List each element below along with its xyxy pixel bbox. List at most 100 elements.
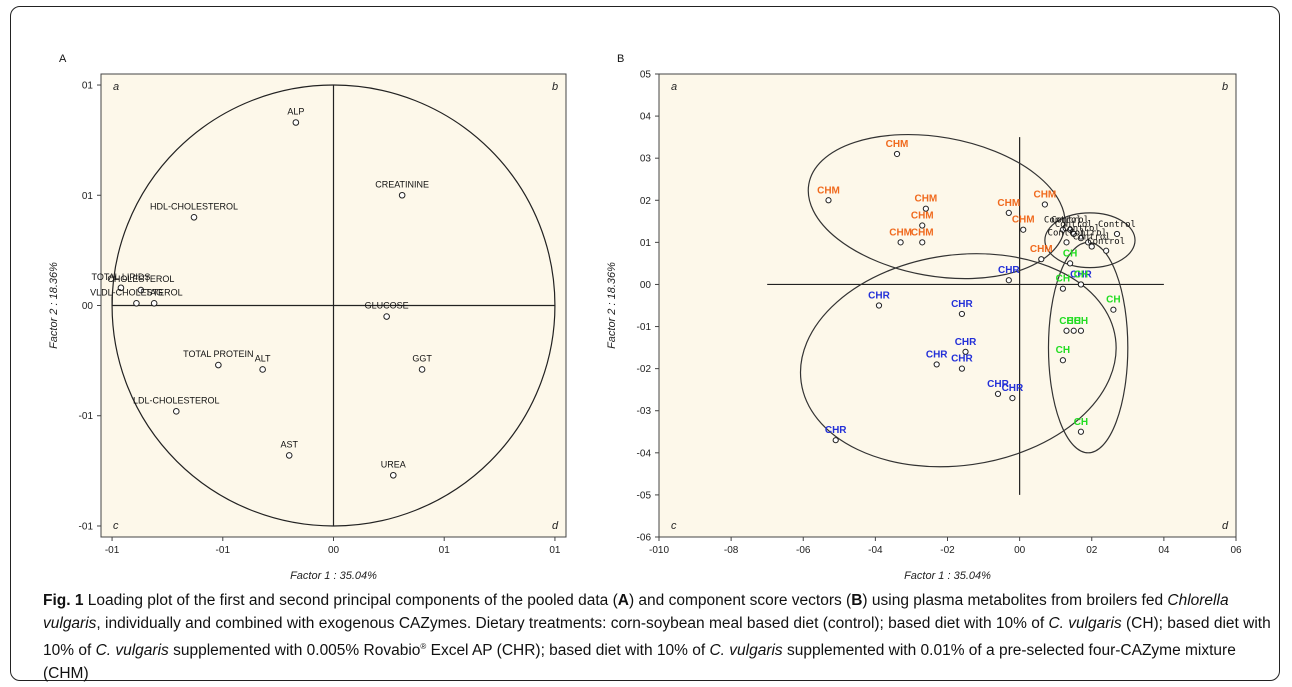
loading-label: TOTAL PROTEIN — [183, 349, 253, 359]
score-point-control — [1113, 230, 1121, 238]
score-label-chr: CHR — [998, 265, 1020, 276]
caption-text: Excel AP (CHR); based diet with 10% of — [426, 642, 710, 660]
score-label-ch: CH — [1063, 248, 1077, 259]
caption-text: supplemented with 0.005% Rovabio — [168, 642, 421, 660]
score-point-chm — [922, 205, 929, 212]
x-tick-label: 00 — [1014, 545, 1026, 556]
x-tick-label: 02 — [1086, 545, 1098, 556]
score-label-control: Control — [1055, 220, 1093, 230]
score-point-chr — [933, 361, 940, 368]
score-point-ch — [1070, 327, 1077, 334]
x-tick-label: 04 — [1158, 545, 1170, 556]
score-point-chr — [962, 348, 969, 355]
x-tick-label: 01 — [439, 545, 451, 556]
x-tick-label: -06 — [796, 545, 811, 556]
caption-fig-label: Fig. 1 — [43, 592, 84, 609]
score-point-chr — [1005, 277, 1012, 284]
group-ellipse-control — [1044, 212, 1136, 269]
score-point-chr — [832, 437, 839, 444]
score-label-chr: CHR — [926, 349, 948, 360]
score-label-control: Control — [1087, 237, 1125, 247]
x-tick-label: -04 — [868, 545, 883, 556]
score-point-control — [1085, 239, 1092, 246]
x-tick-label: 00 — [328, 545, 340, 556]
caption-panel-a: A — [617, 592, 629, 609]
y-tick-label: 02 — [640, 196, 652, 207]
y-axis-label: Factor 2 : 18.36% — [48, 262, 60, 349]
score-point-ch — [1077, 428, 1085, 435]
score-point-chr — [875, 302, 883, 309]
loading-point — [133, 299, 140, 307]
quadrant-label-a: a — [113, 81, 119, 93]
score-point-chm — [825, 197, 832, 204]
caption-text: ) using plasma metabolites from broilers… — [862, 592, 1168, 609]
score-point-ch — [1077, 327, 1085, 334]
loading-label: AST — [280, 439, 298, 449]
caption-text: , individually and combined with exogeno… — [96, 615, 1049, 632]
loading-label: LDL-CHOLESTEROL — [133, 395, 220, 405]
caption-text: (CH); based diet with 10% of — [43, 615, 1271, 660]
score-label-control: Control — [1051, 216, 1089, 226]
score-label-chr: CHR — [951, 354, 973, 365]
quadrant-label-b: b — [1222, 81, 1228, 93]
score-label-control: Control — [1069, 228, 1107, 238]
loading-label: GGT — [412, 353, 432, 363]
loading-point — [389, 471, 397, 479]
group-ellipse-chr — [799, 253, 1117, 468]
y-tick-label: -06 — [637, 533, 652, 544]
score-label-control: Control — [1073, 233, 1111, 243]
loading-point — [150, 299, 158, 307]
score-label-chr: CHR — [868, 291, 890, 302]
loading-label: CREATININE — [375, 179, 429, 189]
y-tick-label: -03 — [637, 406, 652, 417]
figure-caption: Fig. 1 Loading plot of the first and sec… — [43, 589, 1273, 685]
loading-label: VLDL-CHOLESTEROL — [90, 287, 183, 297]
caption-species: Chlorella vulgaris — [43, 592, 1229, 632]
y-axis-label: Factor 2 : 18.36% — [606, 262, 618, 349]
y-tick-label: -02 — [637, 364, 652, 375]
score-point-ch — [1059, 357, 1067, 364]
caption-species: C. vulgaris — [95, 642, 169, 660]
score-point-chr — [958, 365, 966, 372]
y-tick-label: -01 — [79, 521, 94, 532]
score-label-ch: CH — [1074, 417, 1088, 428]
score-point-control — [1063, 239, 1070, 246]
figure-frame: A -01 -01 00 01 01 01 01 00 -01 -01 Factor 1 : 35.0… — [10, 6, 1280, 682]
loading-label: CHOLESTEROL — [107, 274, 174, 284]
y-tick-label: 05 — [640, 70, 652, 81]
caption-species: C. vulgaris — [709, 642, 783, 660]
score-label-chm: CHM — [1012, 215, 1035, 226]
loading-label: UREA — [381, 459, 406, 469]
score-point-ch — [1110, 306, 1117, 313]
score-point-control — [1088, 243, 1095, 250]
x-axis-label: Factor 1 : 35.04% — [904, 570, 991, 582]
x-tick-label: -02 — [940, 545, 955, 556]
score-label-chm: CHM — [886, 139, 909, 150]
y-tick-label: -01 — [79, 411, 94, 422]
score-label-ch: CH — [1106, 295, 1120, 306]
score-label-ch: CH — [1056, 274, 1070, 285]
loading-point — [137, 286, 145, 294]
loading-point — [383, 313, 390, 320]
score-label-chm: CHM — [1030, 244, 1053, 255]
y-tick-label: -05 — [637, 490, 652, 501]
score-point-ch — [1063, 327, 1070, 334]
score-point-chr — [994, 390, 1002, 397]
loading-point — [259, 366, 266, 373]
score-label-chm: CHM — [817, 185, 840, 196]
score-point-control — [1059, 226, 1067, 233]
loading-point — [292, 119, 300, 126]
loading-point — [285, 452, 293, 459]
score-point-chm — [919, 239, 926, 246]
score-point-ch — [1077, 281, 1085, 288]
score-label-control: Control — [1062, 224, 1100, 234]
caption-panel-b: B — [851, 592, 863, 609]
score-label-ch: CH — [1074, 316, 1088, 327]
x-tick-label: -08 — [724, 545, 739, 556]
loading-point — [215, 361, 222, 369]
plot-background — [659, 74, 1236, 537]
caption-species: C. vulgaris — [1048, 615, 1122, 632]
x-tick-label: 01 — [549, 545, 561, 556]
score-label-control: Control — [1044, 216, 1082, 226]
score-point-chm — [1020, 226, 1027, 233]
